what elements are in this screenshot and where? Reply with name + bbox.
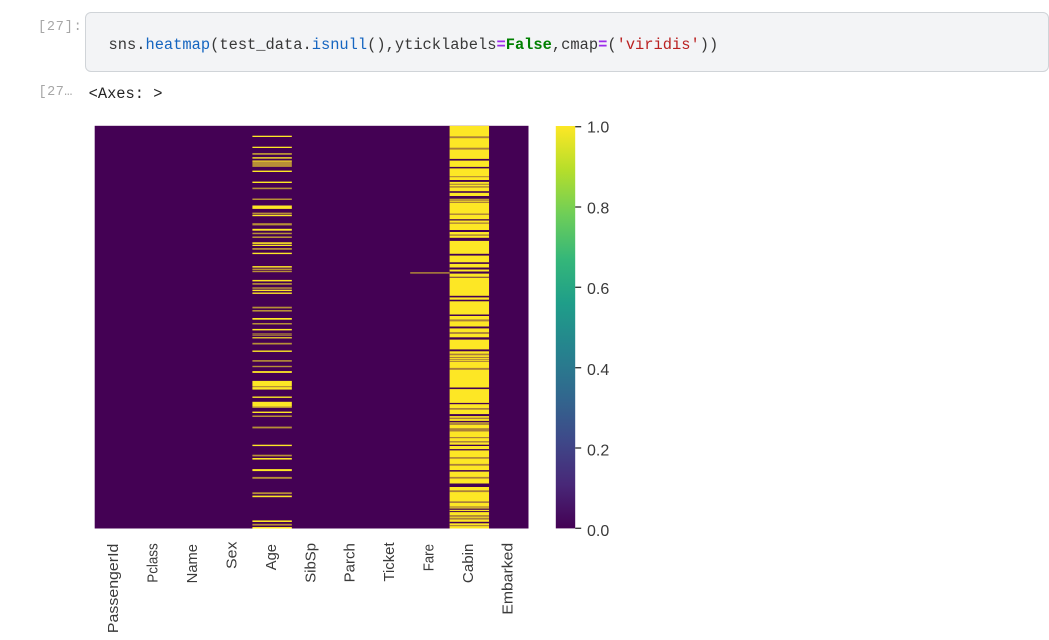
- svg-text:0.0: 0.0: [587, 523, 609, 540]
- svg-text:1.0: 1.0: [587, 120, 609, 137]
- svg-text:Age: Age: [264, 544, 280, 570]
- svg-text:Ticket: Ticket: [382, 542, 398, 581]
- svg-text:0.6: 0.6: [587, 281, 609, 298]
- svg-text:SibSp: SibSp: [303, 543, 319, 583]
- svg-text:Name: Name: [185, 544, 201, 583]
- svg-text:0.4: 0.4: [587, 362, 609, 379]
- svg-text:Cabin: Cabin: [461, 544, 477, 584]
- svg-text:Pclass: Pclass: [146, 543, 162, 582]
- svg-text:Embarked: Embarked: [501, 543, 517, 615]
- svg-text:Sex: Sex: [224, 541, 240, 569]
- svg-text:0.2: 0.2: [587, 443, 609, 460]
- svg-text:PassengerId: PassengerId: [106, 544, 122, 634]
- svg-text:0.8: 0.8: [587, 200, 609, 217]
- svg-text:Fare: Fare: [422, 544, 438, 571]
- svg-text:Parch: Parch: [343, 543, 359, 582]
